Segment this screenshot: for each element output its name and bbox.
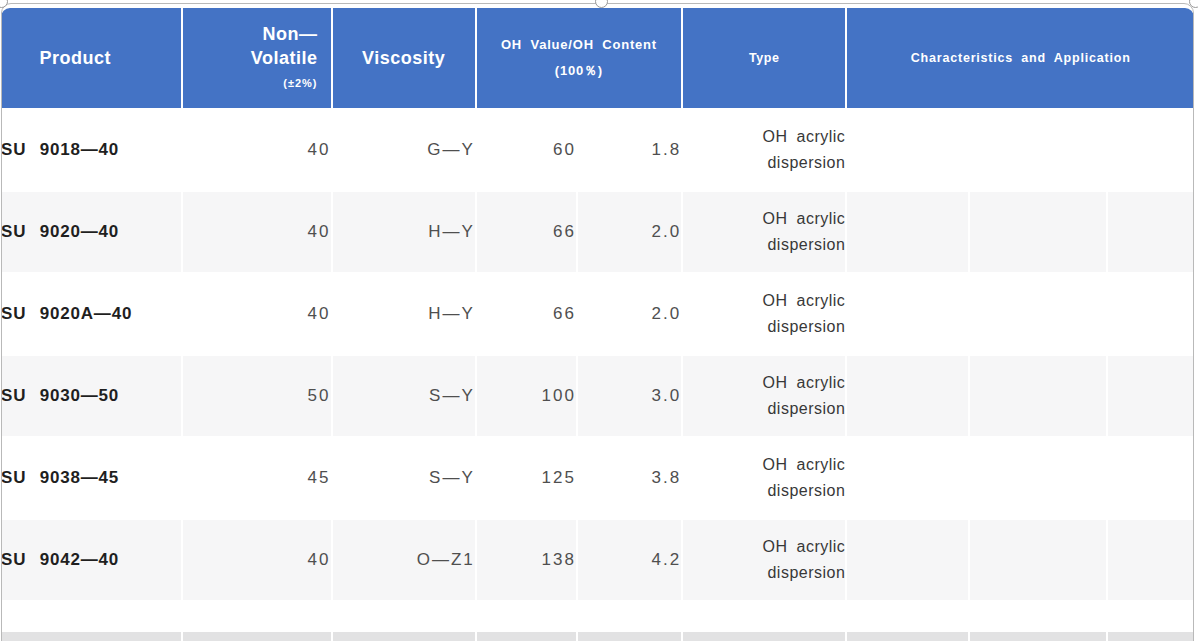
- editor-canvas: Product Non— Volatile (±2%) Viscosity OH…: [0, 0, 1198, 641]
- oh-value-cell: 125: [477, 438, 576, 518]
- column-header-viscosity: Viscosity: [333, 8, 475, 108]
- type-text: OH acrylic dispersion: [733, 452, 845, 504]
- column-header-type: Type: [683, 8, 845, 108]
- product-cell: SU 9030—50: [1, 356, 181, 436]
- product-cell: SU 9042—40: [1, 520, 181, 600]
- characteristics-cell: [847, 438, 967, 518]
- type-cell: OH acrylic dispersion: [683, 192, 845, 272]
- product-cell: SU 9038—45: [1, 438, 181, 518]
- characteristics-cell: [1108, 274, 1194, 354]
- column-header-product: Product: [1, 8, 181, 108]
- table-row: SU 9020—40 40 H—Y 66 2.0 OH acrylic disp…: [1, 192, 1194, 272]
- product-cell: SU 9018—40: [1, 110, 181, 190]
- type-text: OH acrylic dispersion: [733, 206, 845, 258]
- characteristics-cell: [970, 110, 1106, 190]
- non-volatile-cell: 40: [183, 110, 330, 190]
- characteristics-cell: [1108, 192, 1194, 272]
- non-volatile-cell: 40: [183, 520, 330, 600]
- non-volatile-cell: 40: [183, 274, 330, 354]
- type-text: OH acrylic dispersion: [733, 534, 845, 586]
- viscosity-cell: H—Y: [333, 274, 475, 354]
- characteristics-cell: [970, 192, 1106, 272]
- characteristics-cell: [847, 192, 967, 272]
- column-header-characteristics: Characteristics and Application: [847, 8, 1194, 108]
- characteristics-cell: [847, 110, 967, 190]
- non-volatile-cell: 50: [183, 356, 330, 436]
- oh-content-cell: 2.0: [578, 274, 681, 354]
- characteristics-cell: [970, 520, 1106, 600]
- characteristics-cell: [1108, 520, 1194, 600]
- table-row: SU 9038—45 45 S—Y 125 3.8 OH acrylic dis…: [1, 438, 1194, 518]
- oh-value-cell: 138: [477, 520, 576, 600]
- characteristics-cell: [847, 520, 967, 600]
- table-bottom-gap: [1, 602, 1194, 630]
- characteristics-cell: [1108, 356, 1194, 436]
- viscosity-cell: S—Y: [333, 438, 475, 518]
- oh-header-line1: OH Value/OH Content: [477, 32, 681, 58]
- next-row-preview: [1, 632, 1194, 641]
- type-cell: OH acrylic dispersion: [683, 356, 845, 436]
- oh-value-cell: 60: [477, 110, 576, 190]
- characteristics-cell: [970, 438, 1106, 518]
- non-volatile-cell: 45: [183, 438, 330, 518]
- type-text: OH acrylic dispersion: [733, 288, 845, 340]
- non-volatile-tolerance: (±2%): [183, 71, 317, 95]
- header-row: Product Non— Volatile (±2%) Viscosity OH…: [1, 8, 1194, 108]
- table-row: SU 9020A—40 40 H—Y 66 2.0 OH acrylic dis…: [1, 274, 1194, 354]
- characteristics-cell: [847, 274, 967, 354]
- characteristics-cell: [1108, 438, 1194, 518]
- non-volatile-label-line2: Volatile: [183, 46, 317, 70]
- oh-header-line2: (100％): [477, 58, 681, 84]
- viscosity-cell: G—Y: [333, 110, 475, 190]
- characteristics-cell: [847, 356, 967, 436]
- characteristics-cell: [970, 274, 1106, 354]
- non-volatile-cell: 40: [183, 192, 330, 272]
- type-text: OH acrylic dispersion: [733, 124, 845, 176]
- type-text: OH acrylic dispersion: [733, 370, 845, 422]
- non-volatile-label-line1: Non—: [183, 22, 317, 46]
- oh-value-cell: 66: [477, 192, 576, 272]
- product-spec-table: Product Non— Volatile (±2%) Viscosity OH…: [0, 6, 1196, 641]
- type-cell: OH acrylic dispersion: [683, 110, 845, 190]
- table-row: SU 9030—50 50 S—Y 100 3.0 OH acrylic dis…: [1, 356, 1194, 436]
- oh-content-cell: 2.0: [578, 192, 681, 272]
- type-cell: OH acrylic dispersion: [683, 274, 845, 354]
- characteristics-cell: [1108, 110, 1194, 190]
- viscosity-cell: H—Y: [333, 192, 475, 272]
- oh-content-cell: 3.0: [578, 356, 681, 436]
- column-header-oh-value-content: OH Value/OH Content (100％): [477, 8, 681, 108]
- viscosity-cell: S—Y: [333, 356, 475, 436]
- oh-content-cell: 3.8: [578, 438, 681, 518]
- oh-content-cell: 4.2: [578, 520, 681, 600]
- oh-content-cell: 1.8: [578, 110, 681, 190]
- oh-value-cell: 66: [477, 274, 576, 354]
- type-cell: OH acrylic dispersion: [683, 438, 845, 518]
- viscosity-cell: O—Z1: [333, 520, 475, 600]
- column-header-non-volatile: Non— Volatile (±2%): [183, 8, 330, 108]
- product-cell: SU 9020A—40: [1, 274, 181, 354]
- table-row: SU 9042—40 40 O—Z1 138 4.2 OH acrylic di…: [1, 520, 1194, 600]
- table-row: SU 9018—40 40 G—Y 60 1.8 OH acrylic disp…: [1, 110, 1194, 190]
- oh-value-cell: 100: [477, 356, 576, 436]
- type-cell: OH acrylic dispersion: [683, 520, 845, 600]
- characteristics-cell: [970, 356, 1106, 436]
- product-cell: SU 9020—40: [1, 192, 181, 272]
